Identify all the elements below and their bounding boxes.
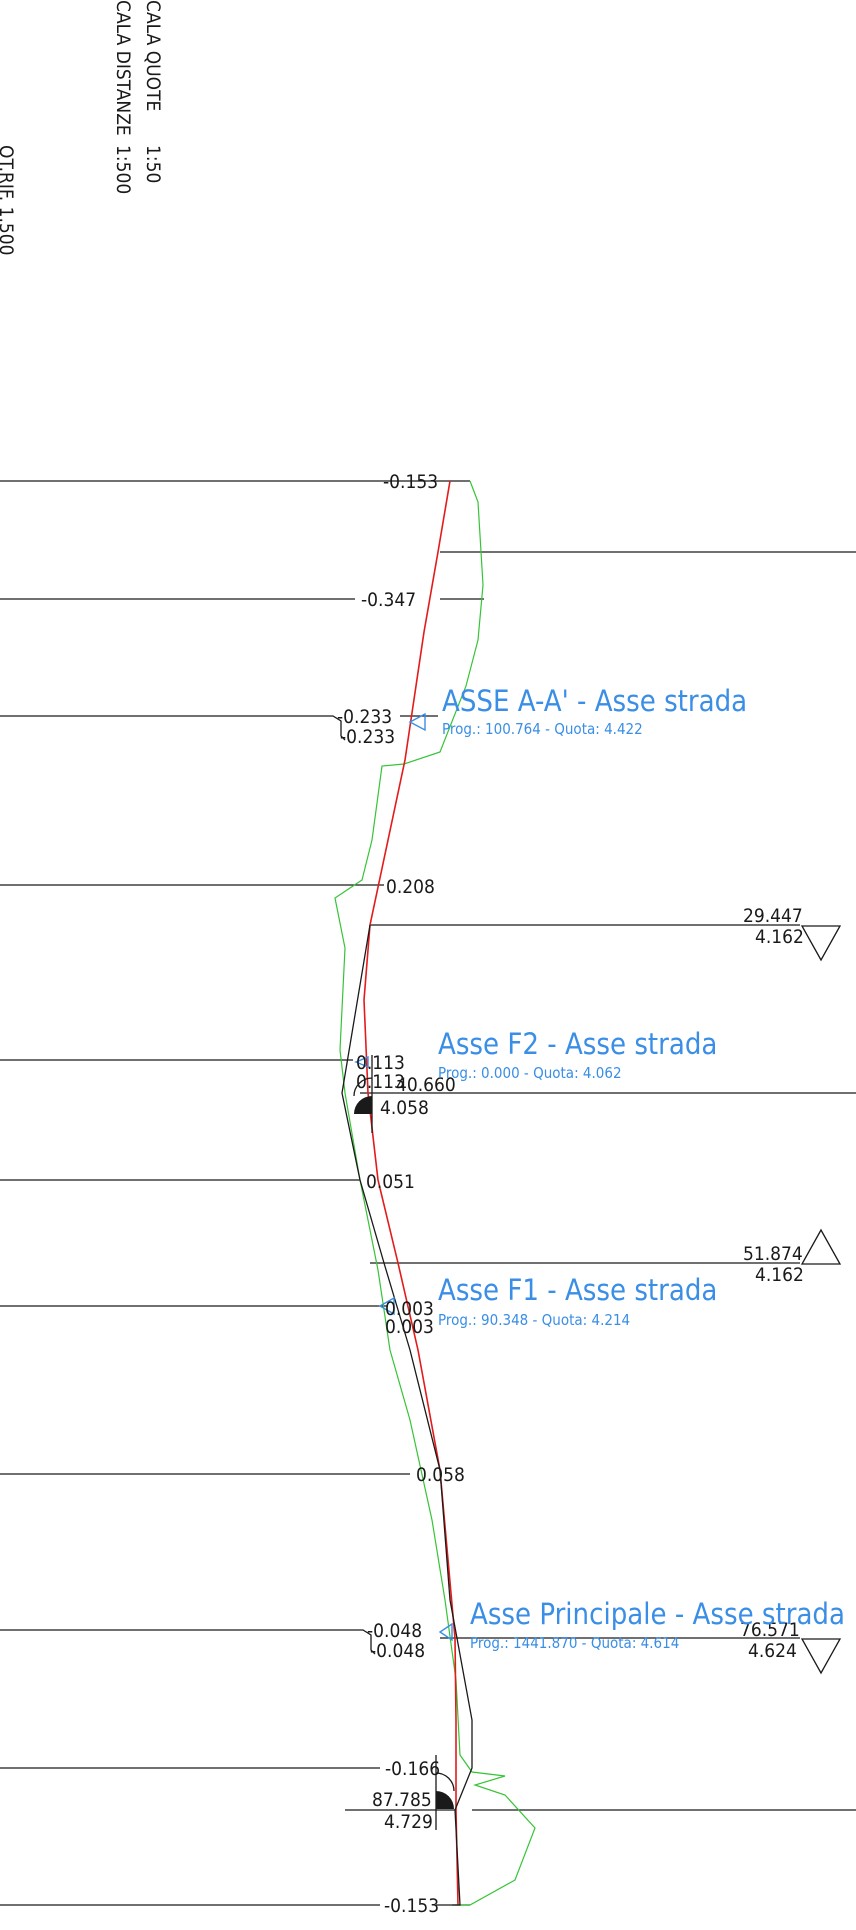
axis-info: Prog.: 1441.870 - Quota: 4.614 <box>470 1634 679 1652</box>
offset-label: -0.153 <box>384 1895 439 1917</box>
elevation-marker-outline <box>435 1772 455 1792</box>
offset-leaders <box>0 480 484 1906</box>
offset-label: -0.233 <box>340 726 395 748</box>
axis-info: Prog.: 90.348 - Quota: 4.214 <box>438 1311 630 1329</box>
elevation-marker-outline <box>353 1077 373 1097</box>
offset-label: 0.003 <box>385 1316 434 1338</box>
station-prog: 51.874 <box>743 1243 803 1265</box>
station-prog: 76.571 <box>740 1619 800 1641</box>
scale-quote-value: 1:50 <box>142 145 164 183</box>
offset-label: -0.347 <box>361 589 416 611</box>
station-quota: 4.624 <box>748 1640 797 1662</box>
scale-quote-label: CALA QUOTE <box>142 0 164 111</box>
axis-info: Prog.: 100.764 - Quota: 4.422 <box>442 720 643 738</box>
station-quota: 4.162 <box>755 926 804 948</box>
offset-label: -0.153 <box>383 471 438 493</box>
offset-label: -0.233 <box>337 706 392 728</box>
offset-label: 0.208 <box>386 876 435 898</box>
axis-markers <box>354 712 453 1642</box>
axis-triangle-icon <box>438 1622 453 1642</box>
offset-label: 0.113 <box>356 1052 405 1074</box>
offset-label: 0.051 <box>366 1171 415 1193</box>
elevation-marker-icon <box>436 1791 454 1809</box>
offset-label: -0.166 <box>385 1758 440 1780</box>
axis-triangle-icon <box>378 1296 395 1316</box>
station-lines <box>345 551 856 1811</box>
scale-block: CALA QUOTE 1:50 CALA DISTANZE 1:500 QT.R… <box>0 0 164 256</box>
design-profile-line <box>363 480 459 1906</box>
leader-line <box>0 1629 376 1655</box>
scale-distance-label: CALA DISTANZE <box>112 0 134 136</box>
station-quota: 4.162 <box>755 1264 804 1286</box>
station-marker-up <box>800 1228 842 1265</box>
station-prog: 29.447 <box>743 905 803 927</box>
axis-title: Asse F1 - Asse strada <box>438 1273 717 1307</box>
axis-title: Asse Principale - Asse strada <box>470 1597 845 1631</box>
offset-label: -0.048 <box>370 1640 425 1662</box>
offset-label: -0.048 <box>367 1620 422 1642</box>
reference-elevation-label: QT.RIF. 1.500 <box>0 145 17 256</box>
station-quota: 4.729 <box>384 1811 433 1833</box>
elevation-markers <box>353 1055 455 1830</box>
offset-label: 0.058 <box>416 1464 465 1486</box>
axis-info: Prog.: 0.000 - Quota: 4.062 <box>438 1064 622 1082</box>
offset-labels: -0.153 -0.347 -0.233 -0.233 0.208 0.113 … <box>337 471 465 1917</box>
axis-title: ASSE A-A' - Asse strada <box>442 684 747 718</box>
station-prog: 40.660 <box>396 1074 456 1096</box>
station-quota: 4.058 <box>380 1097 429 1119</box>
axis-triangle-icon <box>354 1055 369 1069</box>
station-prog: 87.785 <box>372 1789 432 1811</box>
scale-distance-value: 1:500 <box>112 145 134 194</box>
elevation-marker-icon <box>354 1096 372 1114</box>
terrain-profile-line <box>334 480 536 1906</box>
station-marker-down <box>800 925 842 962</box>
axis-annotations: ASSE A-A' - Asse strada Prog.: 100.764 -… <box>438 684 845 1652</box>
station-labels: 29.447 4.162 40.660 4.058 51.874 4.162 7… <box>372 905 804 1833</box>
axis-title: Asse F2 - Asse strada <box>438 1027 717 1061</box>
offset-label: 0.113 <box>356 1071 405 1093</box>
station-marker-down <box>800 1638 842 1675</box>
offset-label: 0.003 <box>385 1298 434 1320</box>
leader-line <box>0 715 346 741</box>
black-profile-line <box>341 924 473 1906</box>
axis-triangle-icon <box>408 712 426 732</box>
